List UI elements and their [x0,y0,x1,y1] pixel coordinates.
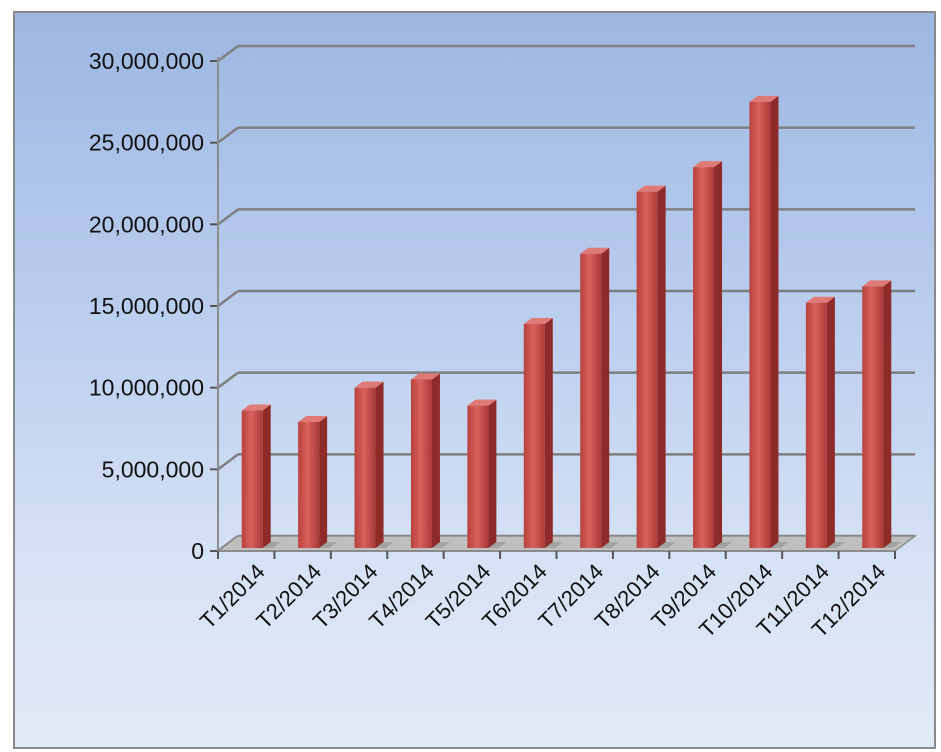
gridline-side [217,453,239,471]
bar-side [319,415,328,548]
bar-top [241,404,271,411]
bar-chart: 0 5,000,000 10,000,000 15,000,000 20,000,000… [89,44,918,642]
gridline-side [217,290,239,307]
bar [523,323,545,548]
y-tick-label: 15,000,000 [89,293,204,319]
bar [862,286,884,548]
bar-side [770,95,779,548]
bar-side [601,247,610,548]
bar [693,167,715,548]
gridline-side [217,208,239,226]
bar-side [431,373,440,548]
bar [749,101,771,548]
bar-side [714,161,723,548]
bar-side [262,404,271,548]
bar-top [467,399,497,406]
chart-frame: 0 5,000,000 10,000,000 15,000,000 20,000,000… [13,11,936,749]
bar [410,379,432,548]
y-tick-label: 0 [191,538,204,564]
bar [354,387,376,548]
bar-top [410,373,440,380]
bar-side [375,381,384,548]
y-tick-label: 20,000,000 [89,211,204,237]
bar [467,405,489,548]
bar-top [862,280,892,287]
bar-top [636,185,666,192]
bar-top [749,95,779,102]
bar [636,191,658,548]
bar-top [693,161,723,168]
bar-side [544,317,553,548]
bar [805,302,827,548]
gridline-side [217,126,239,144]
y-tick-label: 30,000,000 [89,48,204,74]
y-tick-label: 5,000,000 [102,456,204,482]
bar-top [805,296,835,303]
gridline-side [217,371,239,389]
bar-top [354,381,384,388]
bar-side [488,399,497,548]
bar-side [657,185,666,548]
bar-top [523,317,553,324]
bar [580,253,602,548]
gridline-side [217,45,239,62]
y-tick-label: 10,000,000 [89,375,204,401]
bar-top [580,247,610,254]
bar-top [298,415,328,422]
bar-side [883,280,892,548]
y-tick-label: 25,000,000 [89,130,204,156]
bar [241,410,263,548]
bar-side [826,296,835,548]
bar [298,421,320,548]
